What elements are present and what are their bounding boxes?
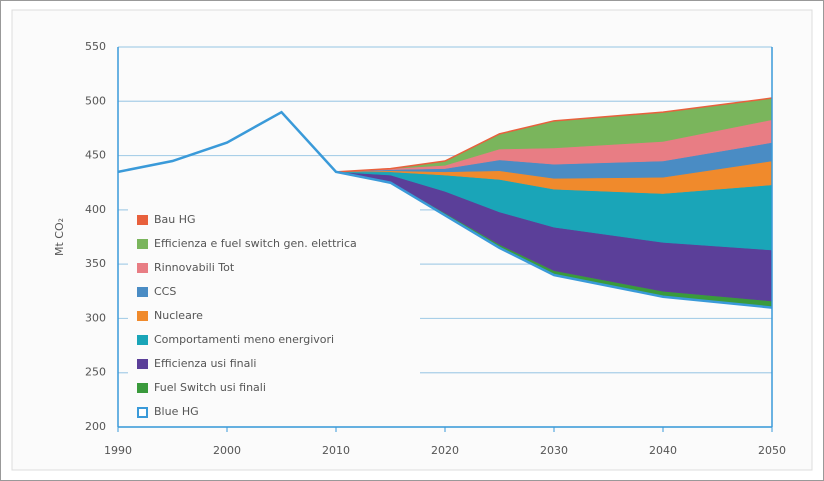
x-tick-label: 2030 <box>540 444 568 457</box>
y-tick-label: 350 <box>85 257 106 270</box>
y-tick-label: 300 <box>85 311 106 324</box>
legend-label: Efficienza e fuel switch gen. elettrica <box>154 237 357 250</box>
x-tick-label: 2020 <box>431 444 459 457</box>
legend-label: Nucleare <box>154 309 203 322</box>
legend-swatch <box>137 359 148 369</box>
y-tick-label: 400 <box>85 203 106 216</box>
x-tick-label: 2010 <box>322 444 350 457</box>
legend-swatch <box>137 239 148 249</box>
legend: Bau HG Efficienza e fuel switch gen. elet… <box>128 208 420 422</box>
x-tick-label: 2000 <box>213 444 241 457</box>
legend-label: Efficienza usi finali <box>154 357 256 370</box>
legend-swatch <box>137 287 148 297</box>
x-tick-label: 1990 <box>104 444 132 457</box>
legend-swatch <box>137 311 148 321</box>
legend-label: Rinnovabili Tot <box>154 261 235 274</box>
legend-swatch <box>137 407 148 418</box>
y-axis-label: Mt CO₂ <box>53 218 66 256</box>
legend-label: Fuel Switch usi finali <box>154 381 266 394</box>
y-tick-label: 500 <box>85 94 106 107</box>
line <box>335 97 773 173</box>
legend-label: Bau HG <box>154 213 196 226</box>
legend-swatch <box>137 215 148 225</box>
x-tick-label: 2050 <box>758 444 786 457</box>
legend-label: Blue HG <box>154 405 199 418</box>
x-tick-label: 2040 <box>649 444 677 457</box>
line <box>117 110 773 309</box>
legend-swatch <box>137 263 148 273</box>
y-tick-label: 450 <box>85 149 106 162</box>
legend-swatch <box>137 383 148 393</box>
legend-background <box>128 208 420 422</box>
legend-label: CCS <box>154 285 176 298</box>
y-tick-label: 200 <box>85 420 106 433</box>
legend-swatch <box>137 335 148 345</box>
legend-label: Comportamenti meno energivori <box>154 333 334 346</box>
y-tick-label: 250 <box>85 366 106 379</box>
y-tick-label: 550 <box>85 40 106 53</box>
